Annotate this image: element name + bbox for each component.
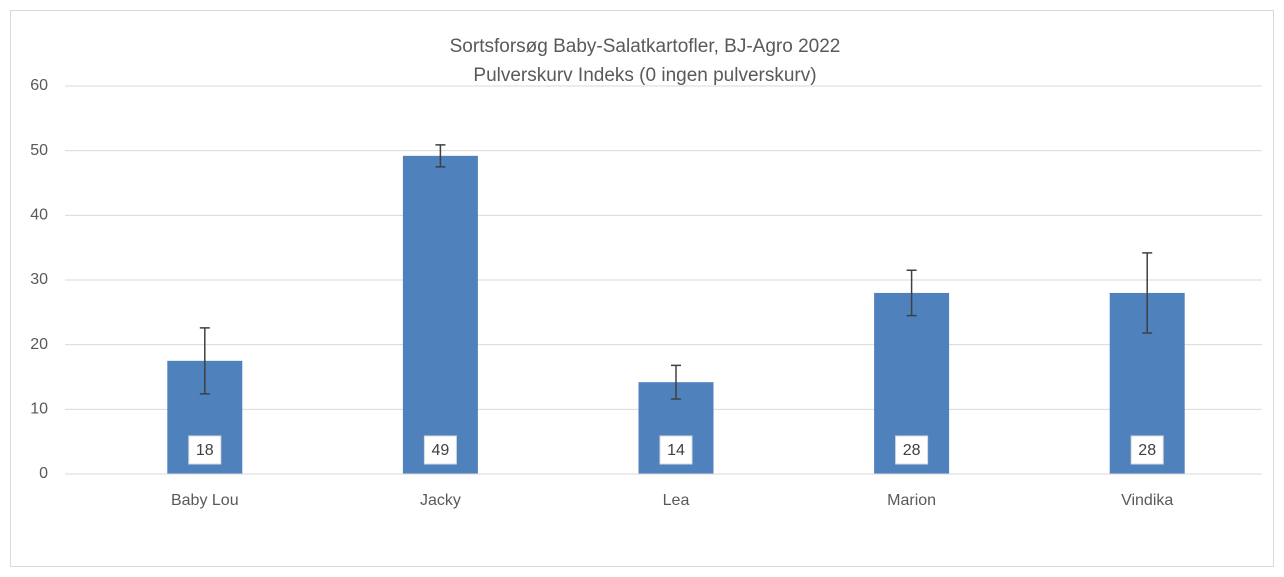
y-tick-label: 10 [30,401,48,418]
y-tick-label: 20 [30,336,48,353]
x-tick-label: Baby Lou [171,492,239,509]
y-tick-label: 0 [39,465,48,482]
value-label-box [895,435,929,465]
chart-subtitle: Pulverskurv Indeks (0 ingen pulverskurv) [473,65,816,86]
y-tick-label: 40 [30,207,48,224]
value-label-box [659,435,693,465]
bar [402,155,478,474]
value-label: 28 [1138,442,1156,459]
x-tick-label: Jacky [420,492,461,509]
y-tick-label: 60 [30,77,48,94]
error-bar [1142,252,1153,334]
error-bar [199,327,210,395]
value-label-box [188,435,222,465]
error-bar [671,364,681,400]
value-label: 18 [196,442,214,459]
value-label: 28 [903,442,921,459]
chart-frame [10,10,1274,567]
error-bar [906,269,917,317]
value-label: 14 [667,442,685,459]
x-tick-label: Vindika [1121,492,1173,509]
x-tick-label: Marion [887,492,936,509]
value-label-box [423,435,457,465]
value-label: 49 [432,442,450,459]
y-tick-label: 30 [30,271,48,288]
value-label-box [1130,435,1164,465]
x-tick-label: Lea [663,492,690,509]
error-bar [435,144,446,168]
y-tick-label: 50 [30,142,48,159]
chart-title: Sortsforsøg Baby-Salatkartofler, BJ-Agro… [450,36,841,57]
